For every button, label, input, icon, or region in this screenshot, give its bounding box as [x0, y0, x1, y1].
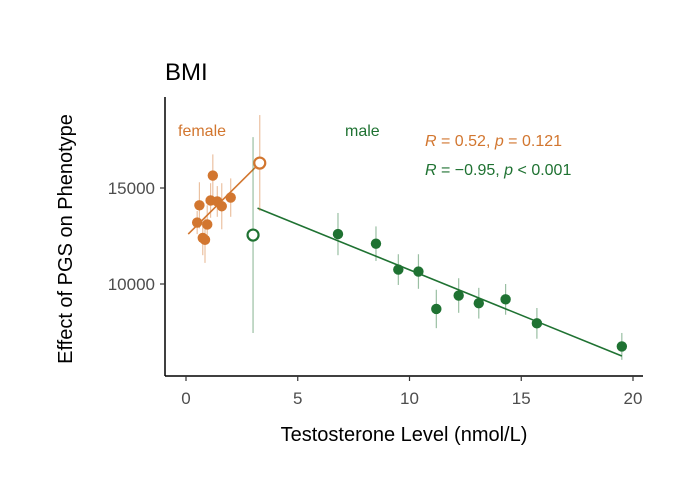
male-p-label: p	[503, 162, 513, 179]
female-r-label: R	[425, 133, 437, 150]
male-r-label: R	[425, 162, 437, 179]
x-axis-title: Testosterone Level (nmol/L)	[281, 424, 528, 446]
x-ticks: 0 5 10 15 20	[181, 376, 642, 408]
male-point	[453, 290, 464, 301]
x-tick-label: 10	[400, 389, 419, 408]
male-point	[370, 238, 382, 249]
male-point	[431, 303, 442, 315]
data-points	[191, 156, 628, 352]
male-point	[413, 266, 424, 277]
female-highlight-point	[253, 156, 267, 170]
chart-title: BMI	[165, 59, 208, 86]
x-tick-label: 5	[293, 389, 302, 408]
female-point	[202, 219, 213, 230]
x-tick-label: 20	[624, 389, 643, 408]
male-point	[332, 228, 344, 240]
male-group-label: male	[345, 123, 380, 140]
y-axis-title: Effect of PGS on Phenotype	[55, 114, 77, 364]
male-point	[531, 318, 543, 329]
female-group-label: female	[178, 123, 226, 140]
male-point	[473, 298, 484, 309]
female-point	[225, 192, 236, 203]
female-point	[207, 170, 219, 181]
female-point	[194, 200, 205, 211]
y-ticks: 10000 15000	[108, 179, 165, 294]
y-tick-label: 10000	[108, 275, 155, 294]
female-p-label: p	[494, 133, 504, 150]
male-highlight-point	[246, 228, 260, 242]
male-stat: R = −0.95, p < 0.001	[425, 162, 571, 179]
female-point	[191, 217, 203, 228]
female-stat: R = 0.52, p = 0.121	[425, 133, 562, 150]
male-point	[616, 341, 628, 352]
female-point	[199, 234, 211, 246]
female-p-value: = 0.121	[504, 133, 562, 150]
axes: 0 5 10 15 20 10000 15000	[108, 97, 643, 408]
x-tick-label: 0	[181, 389, 190, 408]
y-tick-label: 15000	[108, 179, 155, 198]
x-tick-label: 15	[512, 389, 531, 408]
female-r-value: = 0.52,	[437, 133, 495, 150]
male-p-value: < 0.001	[513, 162, 571, 179]
male-fit-line	[257, 207, 623, 357]
error-bars	[196, 115, 623, 360]
male-point	[500, 294, 511, 305]
female-point	[216, 201, 227, 212]
male-r-value: = −0.95,	[437, 162, 505, 179]
male-point	[393, 264, 404, 275]
